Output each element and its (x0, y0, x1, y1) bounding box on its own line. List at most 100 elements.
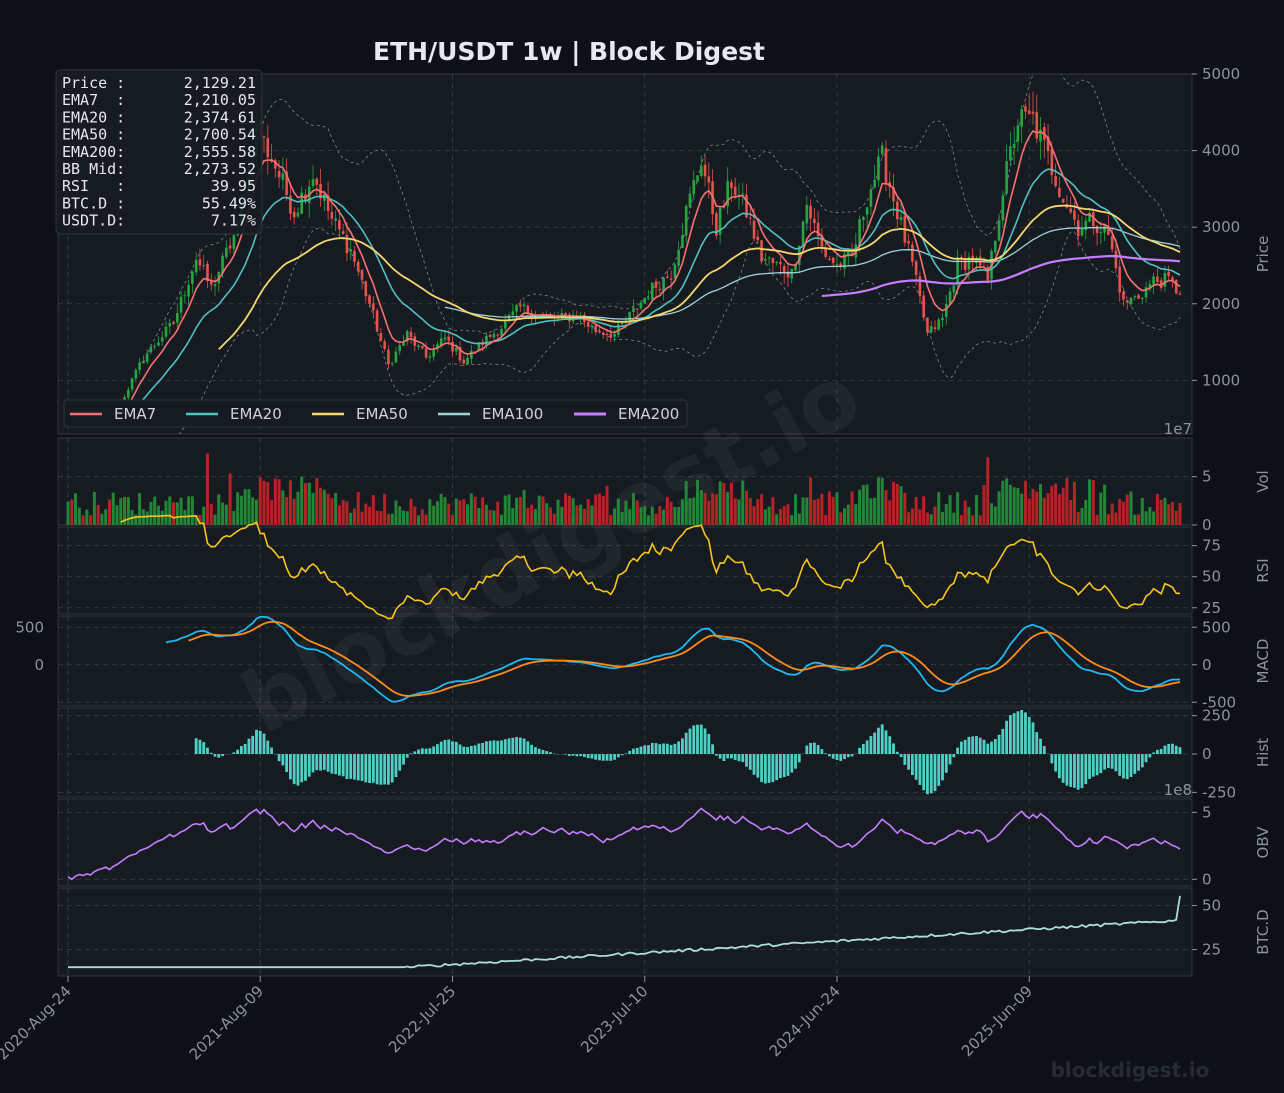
volume-bar (66, 501, 70, 525)
candle-body (323, 194, 326, 201)
hist-bar (285, 754, 289, 773)
volume-bar (496, 501, 500, 525)
volume-bar (861, 485, 865, 525)
legend-label-ema200: EMA200 (618, 405, 679, 423)
candle-body (356, 261, 360, 272)
hist-bar (888, 736, 892, 755)
hist-bar (699, 724, 703, 755)
hist-bar (1008, 715, 1012, 755)
candle-body (424, 348, 428, 358)
volume-bar (262, 480, 266, 525)
candle-body (782, 266, 786, 274)
hist-bar (496, 740, 500, 755)
volume-bar (511, 508, 515, 525)
hist-bar (1076, 754, 1080, 790)
hist-bar (466, 746, 469, 755)
hist-bar (326, 754, 330, 772)
volume-bar (677, 506, 681, 525)
volume-bar (383, 493, 387, 525)
hist-bar (477, 743, 481, 755)
volume-bar (85, 509, 89, 525)
hist-bar (530, 744, 534, 755)
hist-bar (684, 732, 688, 755)
volume-bar (285, 497, 289, 525)
hist-bar (292, 754, 296, 785)
hist-bar (394, 754, 398, 778)
volume-bar (597, 493, 601, 525)
macd-line (165, 615, 1181, 703)
volume-bar (499, 514, 503, 525)
volume-bar (820, 493, 824, 525)
hist-bar (1001, 728, 1005, 755)
hist-bar (330, 754, 334, 774)
volume-bar (473, 496, 477, 525)
candle-body (658, 288, 662, 291)
candle-body (850, 252, 854, 256)
volume-bar (888, 500, 892, 525)
volume-bar (145, 511, 149, 525)
candle-body (907, 240, 910, 244)
info-box-frame (55, 69, 263, 235)
ytick-label-rsi-1: 50 (1202, 568, 1221, 586)
hist-bar (194, 738, 198, 755)
candle-body (564, 313, 567, 316)
hist-bar (665, 743, 669, 755)
hist-bar (748, 754, 752, 770)
candle-body (820, 234, 824, 249)
hist-bar (1095, 754, 1099, 776)
candle-body (643, 297, 647, 304)
candle-body (632, 307, 635, 312)
candle-body (326, 195, 330, 211)
volume-bar (209, 503, 213, 525)
volume-bar (1023, 480, 1027, 525)
candle-body (383, 341, 386, 349)
volume-bar (1155, 493, 1159, 525)
volume-bar (1106, 514, 1110, 525)
volume-bar (892, 481, 896, 525)
hist-bar (914, 754, 918, 780)
candle-body (390, 363, 394, 365)
candle-body (948, 291, 952, 305)
candle-body (745, 194, 748, 218)
candle-body (767, 257, 771, 259)
candle-body (1107, 225, 1110, 235)
candle-body (828, 258, 831, 260)
candle-body (967, 256, 971, 270)
candle-body (926, 317, 929, 333)
volume-bar (824, 515, 828, 525)
volume-bar (462, 499, 466, 525)
candle-body (816, 222, 820, 237)
candle-body (281, 173, 285, 180)
volume-bar (552, 513, 556, 525)
candle-body (179, 296, 183, 313)
footer-brand: blockdigest.io (1051, 1058, 1210, 1082)
hist-bar (647, 745, 650, 755)
candle-body (684, 205, 688, 236)
candle-body (831, 257, 835, 263)
hist-bar (417, 749, 420, 755)
volume-bar (104, 509, 108, 525)
hist-bar (1031, 722, 1035, 755)
candle-body (997, 220, 1001, 241)
info-label-8: USDT.D: (62, 212, 125, 230)
hist-bar (432, 746, 436, 755)
candle-body (1163, 273, 1167, 287)
volume-bar (669, 501, 673, 525)
hist-bar (1020, 710, 1024, 755)
volume-bar (89, 515, 93, 525)
volume-bar (545, 503, 549, 525)
candle-body (311, 179, 315, 187)
candle-body (1088, 212, 1091, 222)
volume-bar (963, 500, 967, 525)
hist-bar (1125, 754, 1129, 780)
volume-bar (258, 477, 262, 525)
hist-bar (387, 754, 390, 785)
hist-bar (707, 733, 711, 755)
hist-bar (451, 741, 454, 755)
hist-bar (206, 747, 209, 755)
volume-bar (601, 496, 605, 525)
candle-body (609, 333, 613, 338)
ema20-line (68, 168, 1181, 427)
volume-bar (733, 498, 737, 525)
hist-bar (771, 754, 775, 783)
